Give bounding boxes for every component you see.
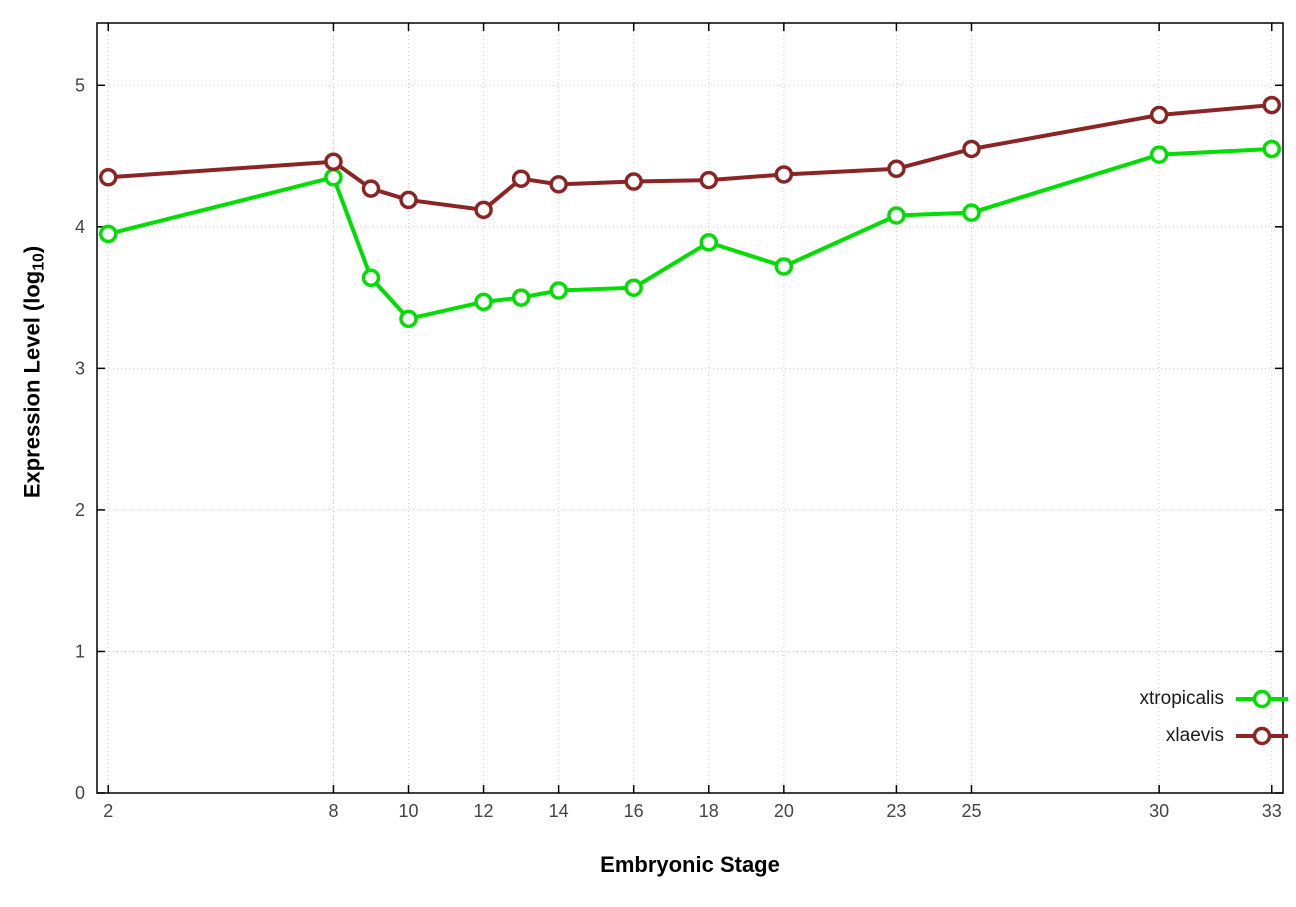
data-point-marker	[699, 170, 719, 190]
y-axis-label-suffix: )	[19, 245, 45, 254]
y-tick-label: 4	[75, 217, 85, 237]
data-point-marker	[399, 309, 418, 329]
y-axis-label-subscript: 10	[30, 253, 48, 271]
y-tick-label: 2	[75, 500, 85, 520]
x-axis-label: Embryonic Stage	[600, 852, 780, 877]
y-axis-label-text: Expression Level (log	[19, 270, 45, 499]
data-point-marker	[1149, 145, 1169, 164]
data-point-marker	[99, 224, 118, 244]
x-tick-label: 8	[328, 801, 338, 821]
data-point-marker	[324, 168, 343, 187]
legend: xtropicalis xlaevis	[1140, 680, 1288, 754]
x-tick-label: 14	[549, 801, 569, 821]
series-line	[106, 103, 1274, 212]
data-point-marker	[361, 179, 381, 198]
series-xtropicalis	[99, 139, 1281, 329]
legend-sample-icon	[1236, 726, 1288, 745]
y-tick-label: 1	[75, 641, 85, 661]
data-point-marker	[699, 233, 719, 252]
data-point-marker	[474, 200, 493, 220]
data-point-marker	[887, 159, 906, 179]
data-point-marker	[1262, 139, 1281, 159]
y-tick-label: 0	[75, 783, 85, 803]
legend-label: xtropicalis	[1139, 687, 1224, 709]
data-point-marker	[887, 206, 906, 225]
data-point-marker	[549, 175, 568, 194]
data-point-marker	[962, 203, 981, 222]
plot-border	[96, 22, 1284, 794]
data-point-marker	[962, 139, 981, 159]
data-point-marker	[624, 278, 643, 297]
x-tick-label: 2	[103, 801, 113, 821]
y-axis-label: Expression Level (log10)	[19, 246, 48, 498]
data-point-marker	[399, 190, 418, 210]
y-tick-label: 3	[75, 358, 85, 378]
legend-entry-xtropicalis: xtropicalis	[1140, 680, 1288, 717]
data-point-marker	[774, 165, 794, 184]
x-tick-label: 30	[1149, 801, 1169, 821]
x-tick-label: 18	[699, 801, 719, 821]
x-tick-label: 20	[774, 801, 794, 821]
legend-marker-icon	[1252, 726, 1272, 745]
axis-ticks	[97, 23, 1283, 794]
legend-sample-icon	[1236, 689, 1288, 708]
x-tick-label: 10	[398, 801, 418, 821]
x-tick-label: 16	[624, 801, 644, 821]
x-tick-label: 12	[474, 801, 494, 821]
data-point-marker	[1262, 95, 1281, 115]
legend-label: xlaevis	[1165, 724, 1224, 746]
data-point-marker	[624, 172, 643, 191]
series-line	[106, 146, 1274, 321]
data-point-marker	[1149, 105, 1169, 125]
data-point-marker	[361, 268, 381, 288]
legend-marker-icon	[1252, 689, 1272, 708]
y-tick-labels: 0 1 2 3 4 5	[75, 75, 85, 803]
series-xlaevis	[99, 95, 1281, 220]
data-point-marker	[774, 257, 794, 276]
x-tick-label: 23	[886, 801, 906, 821]
data-point-marker	[99, 168, 118, 187]
data-point-marker	[549, 281, 568, 300]
data-point-marker	[511, 169, 531, 188]
grid-lines	[97, 23, 1283, 793]
data-point-marker	[511, 288, 531, 307]
data-point-marker	[324, 152, 343, 171]
legend-entry-xlaevis: xlaevis	[1140, 717, 1288, 754]
x-tick-label: 33	[1262, 801, 1282, 821]
data-point-marker	[474, 292, 493, 312]
x-tick-labels: 2 8 10 12 14 16 18 20 23 25 30 33	[103, 801, 1282, 821]
y-tick-label: 5	[75, 75, 85, 95]
x-tick-label: 25	[961, 801, 981, 821]
